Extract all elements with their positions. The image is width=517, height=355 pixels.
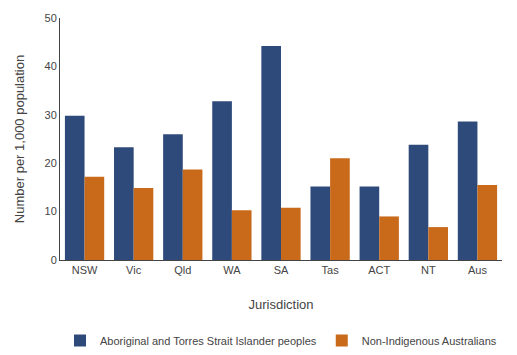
svg-text:40: 40 xyxy=(45,60,57,72)
svg-text:Tas: Tas xyxy=(322,264,340,276)
svg-text:ACT: ACT xyxy=(368,264,390,276)
svg-text:10: 10 xyxy=(45,205,57,217)
svg-text:WA: WA xyxy=(223,264,241,276)
svg-text:Aboriginal and Torres Strait I: Aboriginal and Torres Strait Islander pe… xyxy=(100,335,317,347)
svg-text:Qld: Qld xyxy=(174,264,191,276)
svg-text:0: 0 xyxy=(51,254,57,266)
svg-text:Aus: Aus xyxy=(468,264,487,276)
svg-text:NT: NT xyxy=(421,264,436,276)
svg-text:20: 20 xyxy=(45,157,57,169)
svg-text:Non-Indigenous Australians: Non-Indigenous Australians xyxy=(362,335,497,347)
svg-text:Vic: Vic xyxy=(126,264,142,276)
svg-text:Jurisdiction: Jurisdiction xyxy=(248,297,313,312)
svg-text:50: 50 xyxy=(45,12,57,24)
svg-text:NSW: NSW xyxy=(72,264,98,276)
svg-text:30: 30 xyxy=(45,109,57,121)
svg-text:SA: SA xyxy=(274,264,289,276)
svg-text:Number per 1,000 population: Number per 1,000 population xyxy=(12,55,27,223)
